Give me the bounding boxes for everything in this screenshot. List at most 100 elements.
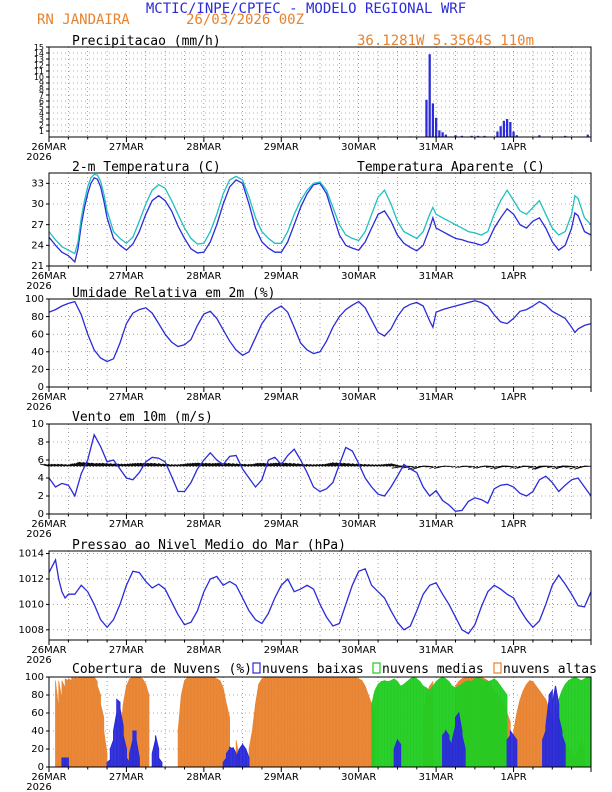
nuvens-altas-bar bbox=[332, 676, 337, 768]
wind-vector bbox=[266, 462, 279, 467]
wind-vector bbox=[86, 462, 101, 467]
wind-vector bbox=[186, 463, 198, 467]
x-tick-label: 31MAR bbox=[419, 392, 454, 403]
nuvens-medias-bar bbox=[419, 680, 424, 768]
nuvens-altas-bar bbox=[97, 685, 101, 768]
nuvens-medias-bar bbox=[377, 680, 382, 768]
nuvens-altas-bar bbox=[529, 680, 534, 768]
wind-vector bbox=[527, 465, 537, 469]
nuvens-altas-bar bbox=[142, 677, 147, 768]
y-tick-label: 13 bbox=[34, 55, 44, 64]
y-tick-label: 14 bbox=[34, 49, 44, 58]
nuvens-medias-bar bbox=[435, 678, 440, 768]
wind-vector bbox=[356, 463, 366, 467]
low-cloud-outline bbox=[158, 756, 163, 767]
y-tick-label: 33 bbox=[31, 179, 44, 190]
temperature-panel: 2-m Temperatura (C) Temperatura Aparente… bbox=[26, 160, 592, 292]
y-tick-label: 11 bbox=[34, 67, 44, 76]
nuvens-altas-bar bbox=[184, 676, 189, 768]
precipitation-bar bbox=[538, 135, 541, 137]
wind-vector bbox=[509, 465, 517, 469]
precipitation-bar bbox=[425, 99, 428, 137]
nuvens-medias-bar bbox=[493, 678, 498, 768]
legend-high-clouds-swatch bbox=[493, 662, 502, 674]
x-tick-label: 28MAR bbox=[186, 392, 221, 403]
x-axis-year: 2026 bbox=[26, 402, 51, 413]
wind-vector bbox=[328, 462, 340, 467]
nuvens-altas-bar bbox=[303, 676, 308, 768]
wind-vector bbox=[335, 462, 350, 467]
x-tick-label: 31MAR bbox=[419, 645, 454, 656]
precipitation-bar bbox=[505, 119, 509, 137]
wind-vector bbox=[153, 462, 166, 467]
x-tick-label: 27MAR bbox=[109, 142, 144, 153]
y-tick-label: 27 bbox=[31, 220, 44, 231]
nuvens-medias-bar bbox=[584, 676, 589, 768]
wind-vector bbox=[564, 465, 575, 468]
y-tick-label: 1010 bbox=[19, 600, 44, 611]
nuvens-altas-bar bbox=[329, 676, 334, 768]
wind-vector bbox=[455, 465, 459, 469]
wind-vector bbox=[177, 464, 185, 467]
low-cloud-outline bbox=[461, 735, 466, 767]
nuvens-altas-bar bbox=[261, 676, 266, 768]
y-tick-label: 4 bbox=[39, 109, 44, 118]
wind-vector bbox=[504, 465, 514, 468]
nuvens-altas-bar bbox=[322, 676, 327, 768]
apparent-temperature-label: Temperatura Aparente (C) bbox=[357, 160, 545, 175]
wind-vector bbox=[472, 465, 479, 469]
nuvens-altas-bar bbox=[342, 676, 347, 768]
nuvens-medias-bar bbox=[468, 680, 472, 768]
wind-vector bbox=[490, 465, 498, 470]
x-tick-label: 29MAR bbox=[264, 142, 299, 153]
wind-vector bbox=[272, 462, 285, 467]
nuvens-altas-bar bbox=[526, 679, 531, 768]
y-tick-label: 2 bbox=[38, 491, 44, 502]
x-tick-label: 29MAR bbox=[264, 271, 299, 282]
precipitation-bar bbox=[502, 120, 506, 137]
y-tick-label: 40 bbox=[31, 347, 44, 358]
wind-vector bbox=[223, 462, 237, 467]
wind-vector bbox=[253, 463, 263, 467]
nuvens-altas-bar bbox=[80, 676, 85, 768]
wind-vector bbox=[292, 463, 304, 467]
y-tick-label: 15 bbox=[34, 43, 44, 52]
nuvens-altas-bar bbox=[284, 676, 289, 768]
y-tick-label: 5 bbox=[39, 103, 44, 112]
nuvens-altas-bar bbox=[364, 685, 369, 768]
nuvens-altas-bar bbox=[368, 694, 372, 768]
temperatura-aparente-(c)-line bbox=[48, 173, 592, 255]
wind-vector bbox=[385, 463, 395, 467]
x-axis-year: 2026 bbox=[26, 152, 51, 163]
x-tick-label: 28MAR bbox=[186, 142, 221, 153]
x-tick-label: 28MAR bbox=[186, 772, 221, 783]
x-tick-label: 29MAR bbox=[264, 392, 299, 403]
wind-vector bbox=[191, 462, 204, 467]
x-tick-label: 26MAR bbox=[31, 772, 66, 783]
x-axis-year: 2026 bbox=[26, 281, 51, 292]
wind-vector bbox=[201, 462, 214, 467]
nuvens-altas-bar bbox=[187, 676, 192, 768]
nuvens-altas-bar bbox=[90, 676, 95, 768]
x-tick-label: 30MAR bbox=[341, 392, 376, 403]
nuvens-altas-bar bbox=[61, 680, 66, 768]
y-tick-label: 8 bbox=[39, 85, 44, 94]
wind-vector bbox=[343, 462, 356, 467]
nuvens-altas-bar bbox=[74, 676, 79, 768]
x-axis-year: 2026 bbox=[26, 529, 51, 540]
wind-vector bbox=[347, 462, 359, 467]
legend-high-clouds-label: nuvens altas bbox=[503, 662, 597, 677]
x-tick-label: 27MAR bbox=[109, 519, 144, 530]
y-tick-label: 1 bbox=[39, 127, 44, 136]
wind-vector bbox=[383, 463, 392, 467]
nuvens-medias-bar bbox=[429, 685, 434, 768]
wind-vector bbox=[359, 463, 369, 467]
nuvens-altas-bar bbox=[213, 676, 218, 768]
x-tick-label: 29MAR bbox=[264, 772, 299, 783]
y-tick-label: 80 bbox=[31, 690, 44, 701]
y-tick-label: 1012 bbox=[19, 574, 44, 585]
nuvens-altas-bar bbox=[316, 676, 321, 768]
nuvens-medias-bar bbox=[500, 685, 505, 768]
x-tick-label: 1APR bbox=[500, 142, 526, 153]
legend-low-clouds-swatch bbox=[252, 662, 261, 674]
